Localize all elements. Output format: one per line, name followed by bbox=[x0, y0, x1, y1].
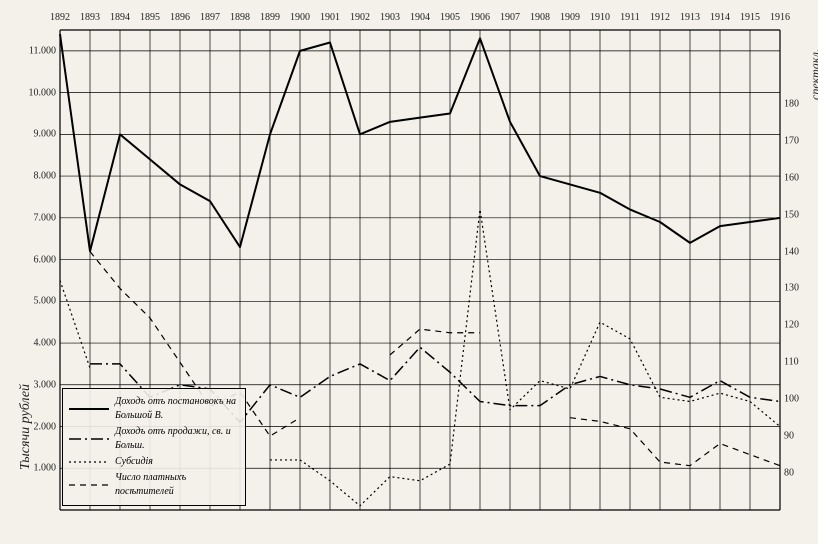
x-tick-label: 1893 bbox=[80, 12, 100, 23]
y-left-tick-label: 4.000 bbox=[16, 338, 56, 349]
y-right-tick-label: 80 bbox=[784, 468, 818, 479]
y-left-tick-label: 2.000 bbox=[16, 421, 56, 432]
x-tick-label: 1892 bbox=[50, 12, 70, 23]
y-left-tick-label: 7.000 bbox=[16, 212, 56, 223]
x-tick-label: 1913 bbox=[680, 12, 700, 23]
x-tick-label: 1895 bbox=[140, 12, 160, 23]
legend-label: Доходъ отъ постановокъ на Большой В. bbox=[115, 395, 239, 423]
x-tick-label: 1906 bbox=[470, 12, 490, 23]
y-right-tick-label: 140 bbox=[784, 246, 818, 257]
x-tick-label: 1902 bbox=[350, 12, 370, 23]
x-tick-label: 1904 bbox=[410, 12, 430, 23]
x-tick-label: 1894 bbox=[110, 12, 130, 23]
legend-label: Субсидія bbox=[115, 455, 153, 469]
y-left-tick-label: 5.000 bbox=[16, 296, 56, 307]
x-tick-label: 1914 bbox=[710, 12, 730, 23]
y-right-tick-label: 120 bbox=[784, 320, 818, 331]
legend-item: Число платныхъ посѣтителей bbox=[69, 471, 239, 499]
x-tick-label: 1910 bbox=[590, 12, 610, 23]
x-tick-label: 1905 bbox=[440, 12, 460, 23]
x-tick-label: 1901 bbox=[320, 12, 340, 23]
x-tick-label: 1896 bbox=[170, 12, 190, 23]
x-tick-label: 1915 bbox=[740, 12, 760, 23]
y-left-tick-label: 1.000 bbox=[16, 463, 56, 474]
legend-item: Субсидія bbox=[69, 455, 239, 469]
x-tick-label: 1900 bbox=[290, 12, 310, 23]
x-tick-label: 1899 bbox=[260, 12, 280, 23]
y-axis-right-title: спектакл. bbox=[808, 49, 818, 100]
x-tick-label: 1909 bbox=[560, 12, 580, 23]
y-right-tick-label: 150 bbox=[784, 209, 818, 220]
y-left-tick-label: 11.000 bbox=[16, 45, 56, 56]
y-left-tick-label: 6.000 bbox=[16, 254, 56, 265]
legend-item: Доходъ отъ продажи, св. и Больш. bbox=[69, 425, 239, 453]
y-left-tick-label: 8.000 bbox=[16, 171, 56, 182]
x-tick-label: 1911 bbox=[620, 12, 640, 23]
y-right-tick-label: 180 bbox=[784, 98, 818, 109]
x-tick-label: 1916 bbox=[770, 12, 790, 23]
legend-box: Доходъ отъ постановокъ на Большой В.Дохо… bbox=[62, 388, 246, 506]
y-left-tick-label: 9.000 bbox=[16, 129, 56, 140]
legend-label: Доходъ отъ продажи, св. и Больш. bbox=[115, 425, 239, 453]
x-tick-label: 1908 bbox=[530, 12, 550, 23]
x-tick-label: 1903 bbox=[380, 12, 400, 23]
y-left-tick-label: 3.000 bbox=[16, 379, 56, 390]
x-tick-label: 1898 bbox=[230, 12, 250, 23]
y-right-tick-label: 90 bbox=[784, 431, 818, 442]
x-tick-label: 1897 bbox=[200, 12, 220, 23]
legend-item: Доходъ отъ постановокъ на Большой В. bbox=[69, 395, 239, 423]
y-right-tick-label: 110 bbox=[784, 357, 818, 368]
y-left-tick-label: 10.000 bbox=[16, 87, 56, 98]
y-right-tick-label: 100 bbox=[784, 394, 818, 405]
x-tick-label: 1907 bbox=[500, 12, 520, 23]
y-right-tick-label: 160 bbox=[784, 172, 818, 183]
y-right-tick-label: 130 bbox=[784, 283, 818, 294]
y-right-tick-label: 170 bbox=[784, 135, 818, 146]
x-tick-label: 1912 bbox=[650, 12, 670, 23]
legend-label: Число платныхъ посѣтителей bbox=[115, 471, 239, 499]
